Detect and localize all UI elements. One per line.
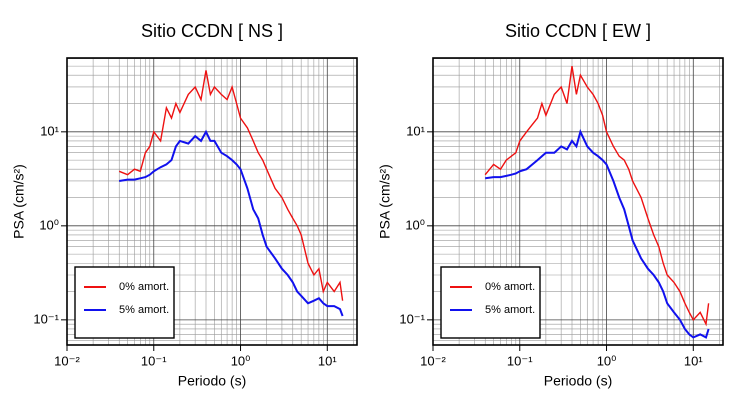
y-tick-label: 10⁻¹ [33, 311, 59, 326]
y-tick-label: 10¹ [40, 123, 59, 138]
x-tick-label: 10⁻² [420, 353, 446, 368]
x-tick-label: 10¹ [684, 353, 703, 368]
chart-panel: Sitio CCDN [ EW ] 10⁻² 10⁻¹ 10⁰ 10¹ 10⁻¹ 10⁰ 10… [377, 21, 724, 389]
y-tick-label: 10⁰ [39, 217, 59, 232]
legend-label: 0% amort. [485, 281, 535, 293]
legend-label: 5% amort. [485, 304, 535, 316]
legend-label: 5% amort. [119, 304, 169, 316]
y-axis-label: PSA (cm/s²) [377, 164, 393, 239]
plot-frame [432, 57, 724, 346]
x-tick-label: 10⁰ [231, 353, 251, 368]
series-line [485, 128, 710, 339]
y-tick-label: 10⁻¹ [399, 311, 425, 326]
chart-title: Sitio CCDN [ EW ] [505, 21, 651, 41]
series-line [118, 70, 344, 301]
legend-box [74, 266, 175, 339]
x-axis-label: Periodo (s) [544, 373, 612, 389]
y-axis-label: PSA (cm/s²) [11, 164, 27, 239]
x-tick-label: 10⁻² [54, 353, 80, 368]
y-tick-label: 10⁰ [405, 217, 425, 232]
chart-panel: Sitio CCDN [ NS ] 10⁻² 10⁻¹ 10⁰ 10¹ 10⁻¹ 10⁰ 10… [11, 21, 358, 389]
plot-frame [66, 57, 358, 346]
legend-box [440, 266, 541, 339]
x-tick-label: 10¹ [318, 353, 337, 368]
legend-label: 0% amort. [119, 281, 169, 293]
series-line [119, 129, 344, 317]
x-tick-label: 10⁻¹ [507, 353, 533, 368]
x-axis-label: Periodo (s) [178, 373, 246, 389]
series-line [484, 65, 710, 327]
chart-title: Sitio CCDN [ NS ] [141, 21, 283, 41]
y-tick-label: 10¹ [406, 123, 425, 138]
x-tick-label: 10⁰ [597, 353, 617, 368]
x-tick-label: 10⁻¹ [141, 353, 167, 368]
